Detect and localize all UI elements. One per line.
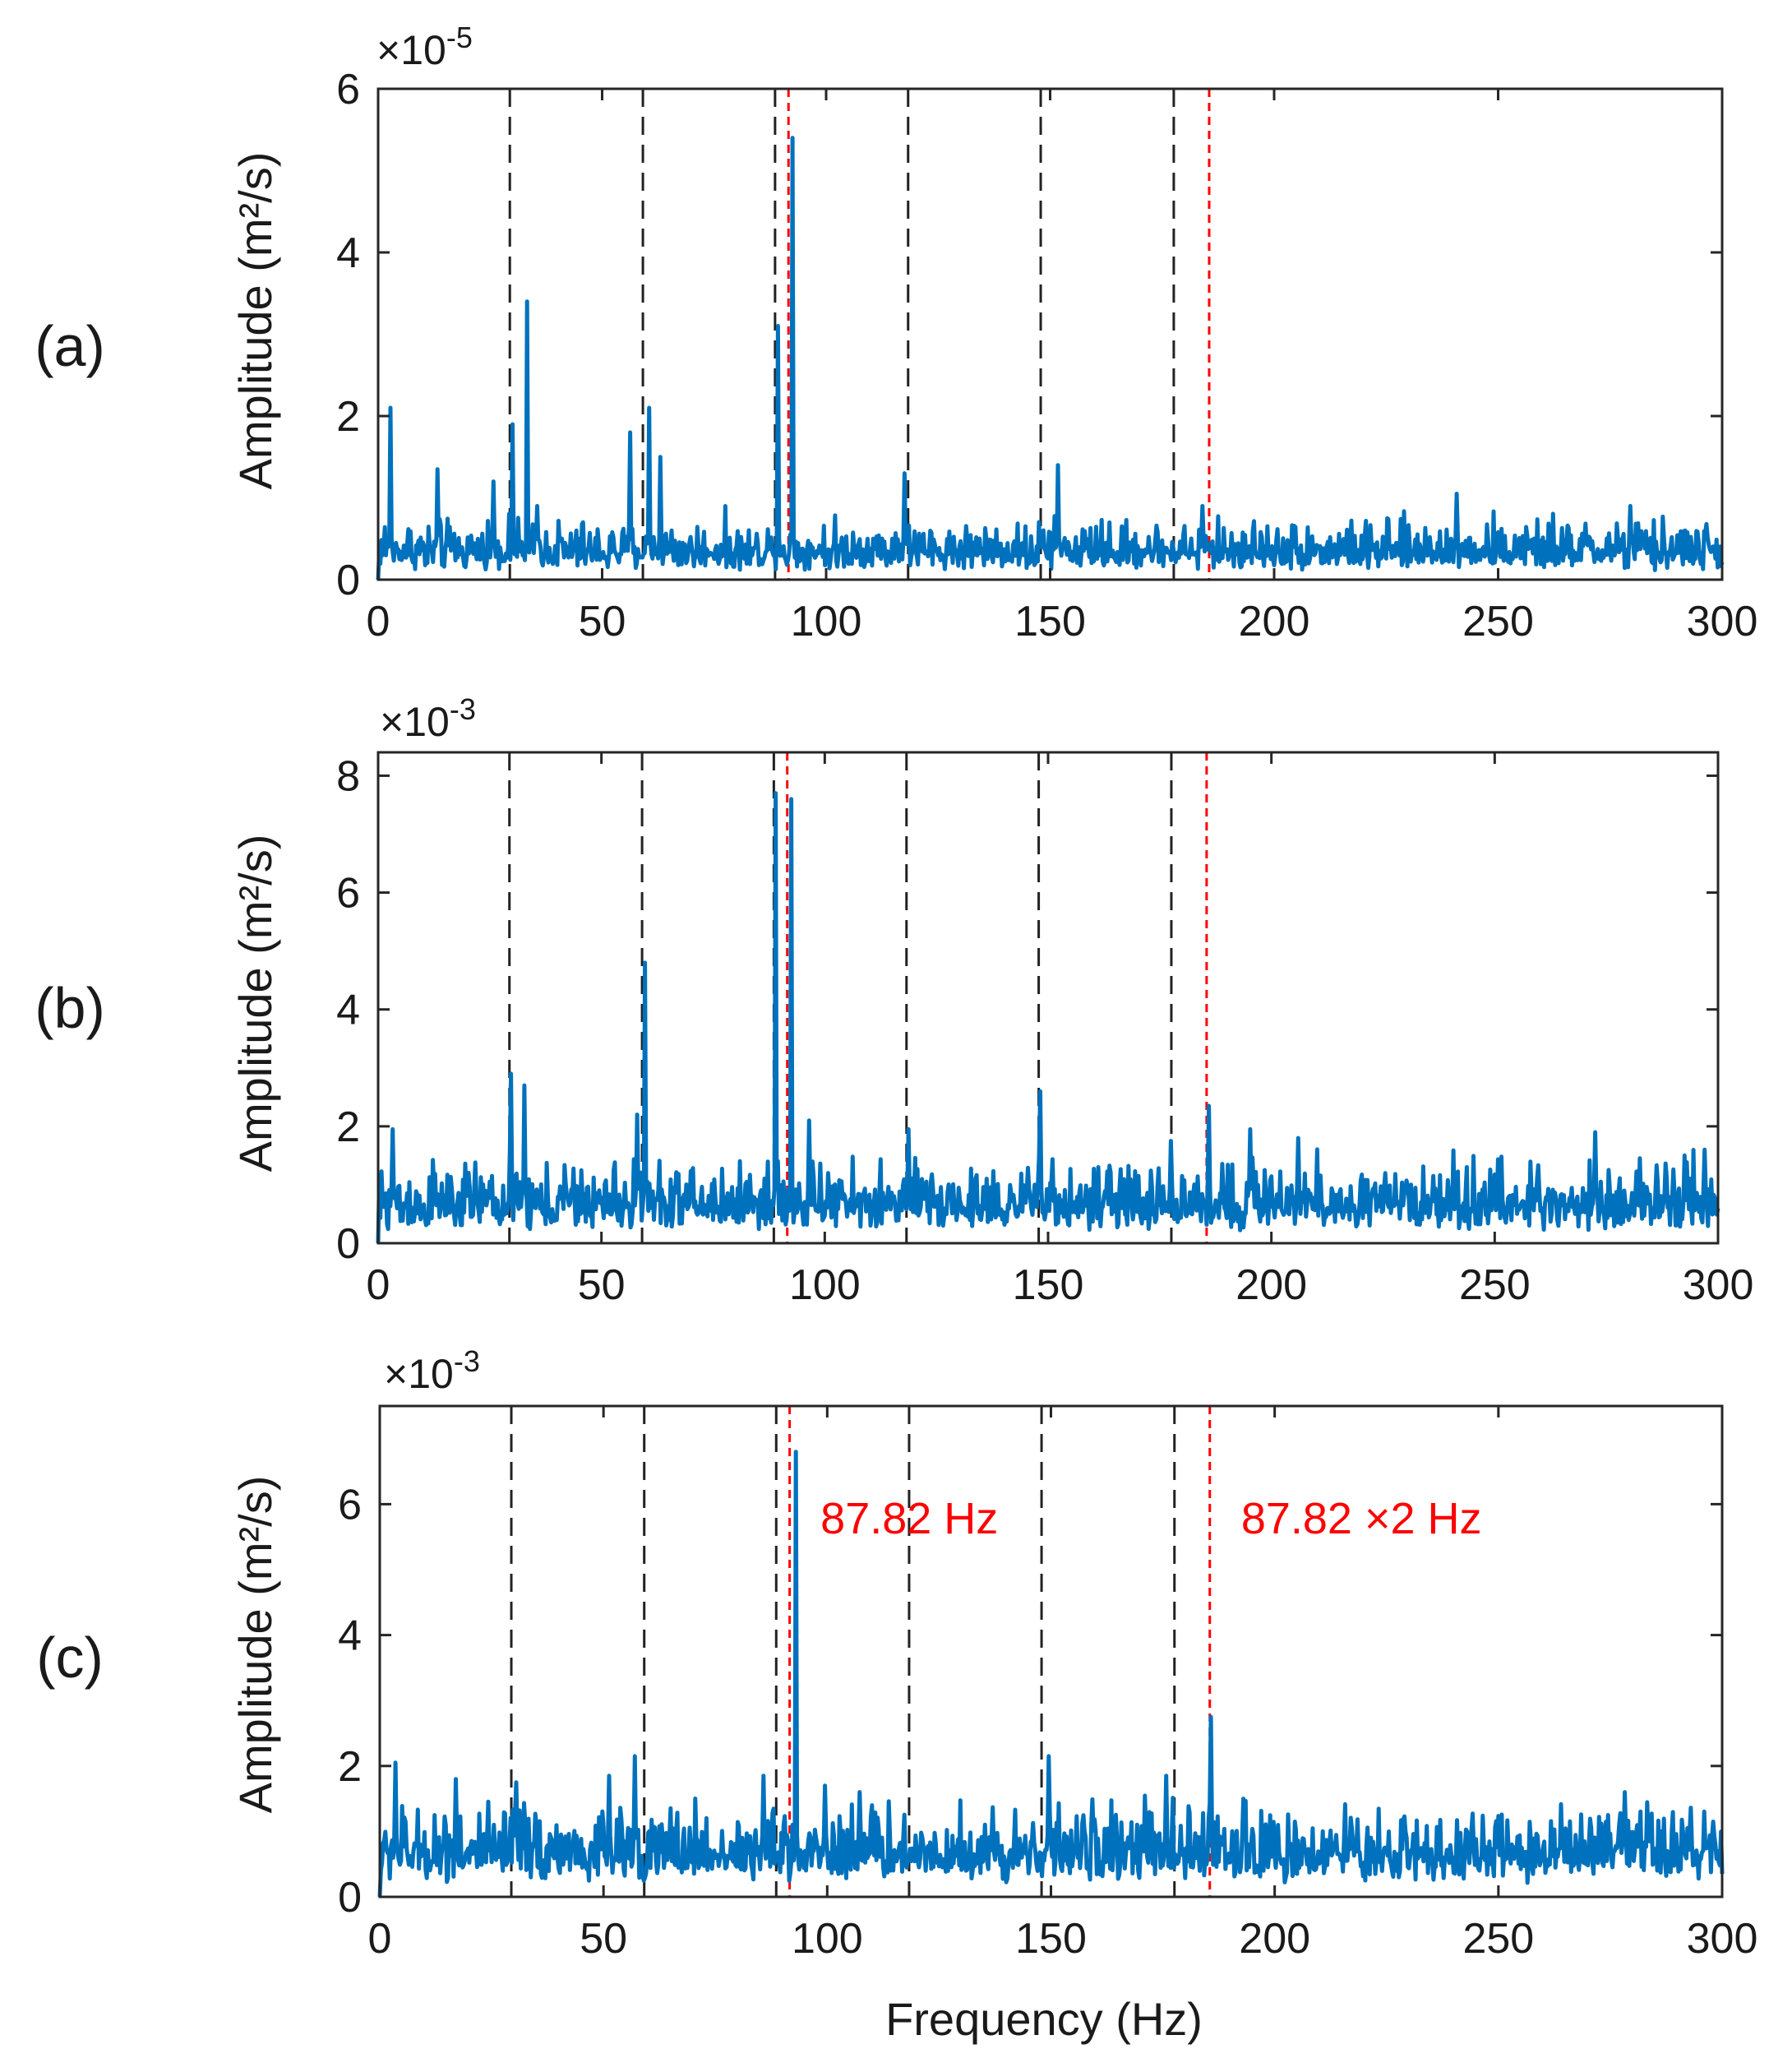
y-axis-title-a: Amplitude (m²/s) [229,152,281,490]
y-tick-label-c-0: 0 [338,1874,362,1922]
x-tick-label-b-6: 300 [1683,1261,1754,1309]
x-tick-label-a-2: 100 [791,598,862,645]
y-tick-label-a-1: 2 [336,393,360,441]
spectrum-line-c [377,1450,1725,1898]
y-tick-label-b-2: 4 [336,987,360,1034]
y-tick-label-c-2: 4 [338,1612,362,1660]
spectrum-line-b [376,791,1720,1244]
x-tick-label-a-0: 0 [367,598,390,645]
x-tick-label-b-4: 200 [1235,1261,1307,1309]
x-tick-label-c-1: 50 [580,1915,627,1963]
y-tick-label-a-2: 4 [336,229,360,277]
y-axis-title-b: Amplitude (m²/s) [229,835,281,1172]
panel-label-c: (c) [36,1626,104,1690]
y-tick-label-c-3: 6 [338,1481,362,1529]
panel-label-b: (b) [35,976,105,1040]
exponent-label-b: ×10-3 [380,692,476,745]
x-tick-label-c-6: 300 [1687,1915,1758,1963]
x-tick-label-b-1: 50 [578,1261,626,1309]
y-tick-label-b-3: 6 [336,870,360,918]
x-tick-label-a-4: 200 [1239,598,1310,645]
exponent-label-c: ×10-3 [384,1344,480,1397]
x-tick-label-a-3: 150 [1014,598,1086,645]
plot-area-b: 0 50 100 150 200 250 300 0 2 4 6 8 [336,751,1754,1309]
x-tick-label-a-5: 250 [1462,598,1534,645]
x-tick-label-c-4: 200 [1239,1915,1310,1963]
y-tick-label-b-1: 2 [336,1103,360,1151]
x-tick-label-a-1: 50 [579,598,626,645]
panel-c: (c) Amplitude (m²/s) ×10-3 0 50 100 150 200 2… [36,1344,1757,1963]
x-tick-label-b-2: 100 [789,1261,861,1309]
plot-area-c: 0 50 100 150 200 250 300 0 2 4 6 87.82 Hz 87.82 ×2 H… [338,1404,1758,1963]
exponent-label-a: ×10-5 [376,21,473,73]
panel-label-a: (a) [35,314,105,378]
y-tick-label-b-4: 8 [336,752,360,800]
x-tick-label-b-3: 150 [1013,1261,1084,1309]
plot-area-a: 0 50 100 150 200 250 300 0 2 4 6 [336,66,1757,645]
x-tick-label-a-6: 300 [1687,598,1758,645]
x-tick-label-c-3: 150 [1015,1915,1087,1963]
spectrum-line-a [376,136,1725,580]
panel-a: (a) Amplitude (m²/s) ×10-5 0 50 100 150 200 2… [35,21,1757,645]
axes-frame-b [376,751,1720,1245]
y-axis-title-c: Amplitude (m²/s) [229,1476,281,1814]
x-tick-label-c-0: 0 [368,1915,392,1963]
x-tick-label-b-0: 0 [367,1261,390,1309]
axes-frame-a [376,87,1724,581]
y-tick-label-c-1: 2 [338,1743,362,1791]
x-tick-label-b-5: 250 [1459,1261,1531,1309]
panel-b: (b) Amplitude (m²/s) ×10-3 0 50 100 150 200 2… [35,692,1753,1309]
peak-annotation-c-0: 87.82 Hz [820,1494,998,1543]
x-tick-label-c-5: 250 [1462,1915,1534,1963]
x-axis-title: Frequency (Hz) [885,1993,1203,2045]
x-tick-label-c-2: 100 [792,1915,863,1963]
peak-annotation-c-1: 87.82 ×2 Hz [1241,1494,1482,1543]
y-tick-label-a-0: 0 [336,557,360,604]
y-tick-label-a-3: 6 [336,66,360,113]
y-tick-label-b-0: 0 [336,1220,360,1268]
